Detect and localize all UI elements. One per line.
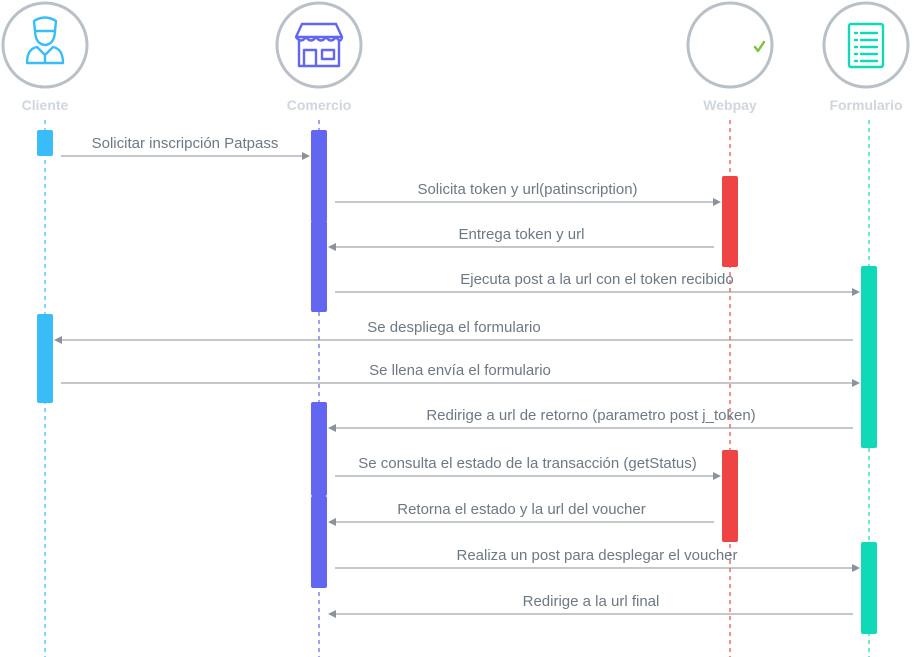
message-label: Retorna el estado y la url del voucher xyxy=(397,501,645,518)
actor-formulario: Formulario xyxy=(822,1,910,113)
activation-bar-comercio xyxy=(311,496,327,588)
activation-bar-formulario xyxy=(861,357,877,448)
actor-label: Comercio xyxy=(287,97,352,113)
message-9: Realiza un post para desplegar el vouche… xyxy=(335,547,860,572)
message-label: Redirige a url de retorno (parametro pos… xyxy=(426,407,755,424)
message-6: Redirige a url de retorno (parametro pos… xyxy=(328,407,853,432)
activation-bar-cliente xyxy=(37,130,53,156)
user-icon xyxy=(25,16,65,65)
activation-bar-formulario xyxy=(861,266,877,360)
store-icon xyxy=(294,22,344,68)
lifelines xyxy=(44,120,870,657)
activation-bar-comercio xyxy=(311,402,327,496)
message-10: Redirige a la url final xyxy=(328,593,853,618)
actor-webpay: Webpay xyxy=(686,1,774,113)
activation-bar-formulario xyxy=(861,542,877,634)
message-5: Se llena envía el formulario xyxy=(61,362,860,387)
message-7: Se consulta el estado de la transacción … xyxy=(335,455,721,480)
message-label: Se llena envía el formulario xyxy=(369,362,551,379)
activation-bar-webpay xyxy=(722,176,738,267)
message-8: Retorna el estado y la url del voucher xyxy=(328,501,714,526)
activation-bar-comercio xyxy=(311,221,327,312)
activation-bars xyxy=(37,130,877,634)
activation-bar-comercio xyxy=(311,130,327,222)
message-label: Se consulta el estado de la transacción … xyxy=(358,455,697,472)
message-label: Realiza un post para desplegar el vouche… xyxy=(456,547,737,564)
activation-bar-webpay xyxy=(722,450,738,542)
message-label: Redirige a la url final xyxy=(523,593,660,610)
message-4: Se despliega el formulario xyxy=(54,319,853,344)
form-document-icon xyxy=(847,22,885,69)
actor-label: Cliente xyxy=(22,97,69,113)
actor-comercio: Comercio xyxy=(275,1,363,113)
message-1: Solicita token y url(patinscription) xyxy=(335,181,721,206)
message-2: Entrega token y url xyxy=(328,226,714,251)
message-0: Solicitar inscripción Patpass xyxy=(61,135,310,160)
actor-formulario-circle xyxy=(822,1,910,89)
message-3: Ejecuta post a la url con el token recib… xyxy=(335,271,860,296)
actor-webpay-circle xyxy=(686,1,774,89)
actor-label: Webpay xyxy=(703,97,757,113)
actor-label: Formulario xyxy=(829,97,902,113)
actor-comercio-circle xyxy=(275,1,363,89)
message-label: Ejecuta post a la url con el token recib… xyxy=(460,271,734,288)
activation-bar-cliente xyxy=(37,314,53,403)
message-label: Entrega token y url xyxy=(459,226,585,243)
actor-cliente: Cliente xyxy=(1,1,89,113)
message-label: Solicita token y url(patinscription) xyxy=(417,181,637,198)
webpay-logo-icon xyxy=(753,40,766,53)
message-label: Se despliega el formulario xyxy=(367,319,540,336)
message-label: Solicitar inscripción Patpass xyxy=(92,135,279,152)
messages: Solicitar inscripción Patpass Solicita to… xyxy=(54,135,860,618)
